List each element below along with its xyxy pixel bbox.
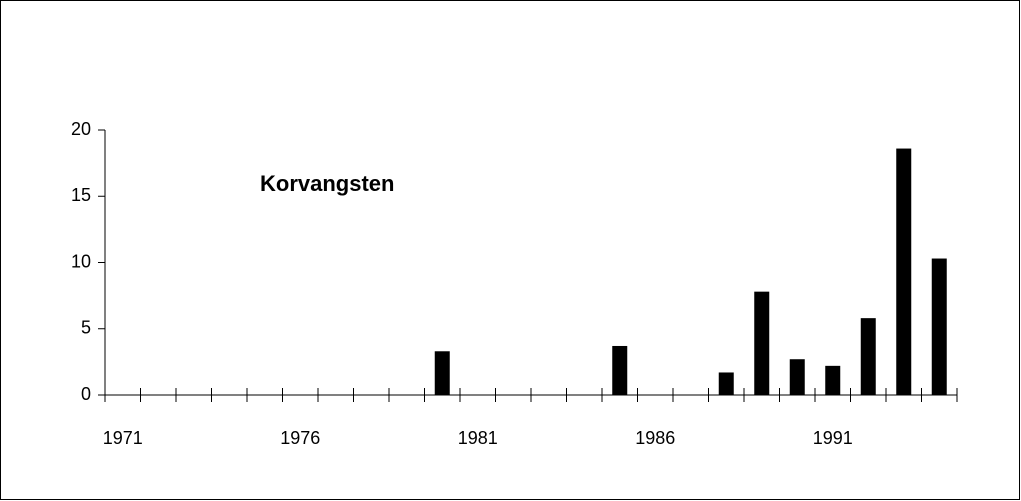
x-tick-label: 1976 (280, 428, 320, 448)
y-tick-label: 20 (71, 119, 91, 139)
bar (896, 148, 912, 395)
bar (754, 291, 770, 395)
x-tick-label: 1981 (458, 428, 498, 448)
x-tick-label: 1986 (635, 428, 675, 448)
x-tick-label: 1991 (813, 428, 853, 448)
y-tick-label: 15 (71, 185, 91, 205)
bar (434, 351, 450, 395)
bar (718, 372, 734, 395)
x-tick-label: 1971 (103, 428, 143, 448)
bar (860, 318, 876, 395)
y-tick-label: 10 (71, 251, 91, 271)
bar (825, 365, 841, 395)
chart-title: Korvangsten (260, 171, 394, 196)
y-tick-label: 5 (81, 318, 91, 338)
bar (612, 345, 628, 395)
bar (789, 359, 805, 395)
bar (931, 258, 947, 395)
y-tick-label: 0 (81, 384, 91, 404)
